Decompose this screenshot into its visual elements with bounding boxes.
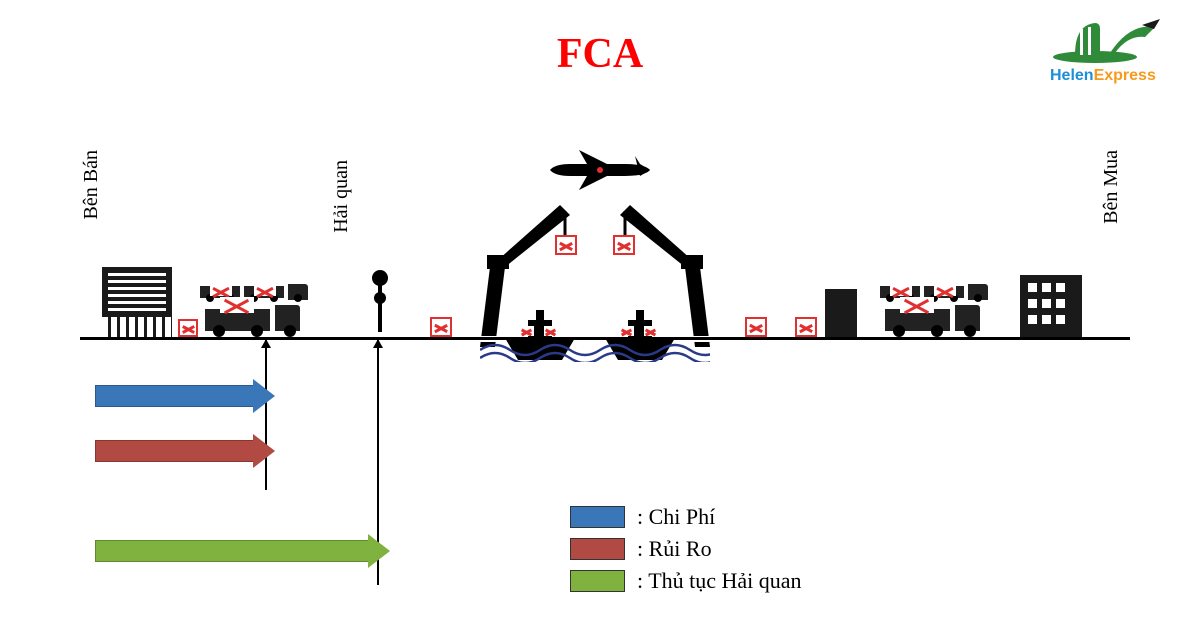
legend: : Chi Phí : Rủi Ro : Thủ tục Hải quan bbox=[570, 498, 802, 600]
cargo-box-icon bbox=[795, 317, 817, 337]
customs-arrow bbox=[95, 540, 390, 562]
customs-label: Hải quan bbox=[330, 160, 353, 233]
shipping-stage: Bên Bán Hải quan Bên Mua bbox=[80, 130, 1130, 340]
cargo-box-icon bbox=[555, 235, 577, 255]
truck-icon bbox=[205, 307, 300, 337]
double-truck-icon bbox=[880, 282, 990, 302]
customs-signal-icon bbox=[370, 270, 390, 337]
logo-text-1: Helen bbox=[1050, 67, 1094, 84]
legend-customs-label: : Thủ tục Hải quan bbox=[637, 568, 802, 594]
diagram-title: FCA bbox=[557, 30, 643, 78]
cargo-box-icon bbox=[544, 326, 558, 336]
plane-icon bbox=[545, 150, 655, 195]
cargo-box-icon bbox=[430, 317, 452, 337]
water-icon bbox=[480, 340, 710, 362]
double-truck-icon bbox=[200, 282, 310, 302]
cargo-box-icon bbox=[620, 326, 634, 336]
seller-label: Bên Bán bbox=[80, 150, 103, 219]
buyer-building-icon bbox=[1020, 275, 1082, 337]
legend-cost-swatch bbox=[570, 506, 625, 528]
cargo-box-icon bbox=[745, 317, 767, 337]
cargo-box-icon bbox=[613, 235, 635, 255]
cost-arrow bbox=[95, 385, 275, 407]
legend-customs-swatch bbox=[570, 570, 625, 592]
logo-text: HelenExpress bbox=[1050, 67, 1156, 85]
legend-risk: : Rủi Ro bbox=[570, 536, 802, 562]
logo: HelenExpress bbox=[1050, 15, 1170, 85]
legend-cost: : Chi Phí bbox=[570, 504, 802, 530]
warehouse-icon bbox=[825, 289, 857, 337]
buyer-label: Bên Mua bbox=[1100, 150, 1123, 224]
cargo-box-icon bbox=[178, 319, 198, 337]
legend-cost-label: : Chi Phí bbox=[637, 504, 715, 530]
cargo-box-icon bbox=[520, 326, 534, 336]
seller-building-icon bbox=[102, 267, 172, 337]
legend-risk-label: : Rủi Ro bbox=[637, 536, 712, 562]
legend-customs: : Thủ tục Hải quan bbox=[570, 568, 802, 594]
logo-text-2: Express bbox=[1094, 67, 1156, 84]
arrows-section bbox=[80, 340, 460, 610]
cargo-box-icon bbox=[644, 326, 658, 336]
legend-risk-swatch bbox=[570, 538, 625, 560]
logo-icon bbox=[1050, 15, 1170, 65]
truck-icon bbox=[885, 307, 980, 337]
risk-arrow bbox=[95, 440, 275, 462]
